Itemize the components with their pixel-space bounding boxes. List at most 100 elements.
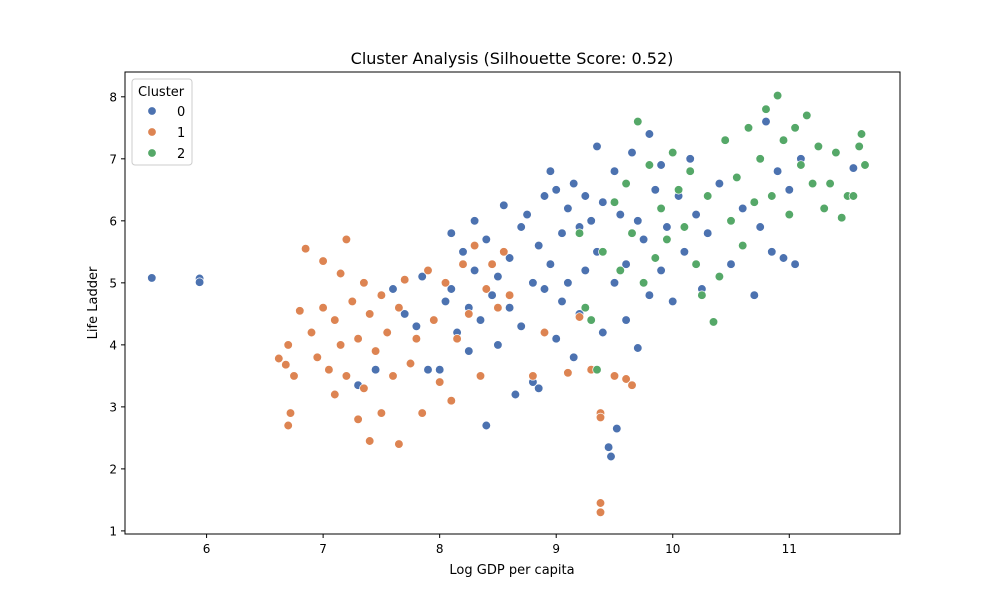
- point-cluster-0: [738, 203, 748, 214]
- point-cluster-1: [429, 315, 439, 325]
- point-cluster-0: [638, 234, 649, 245]
- x-tick-label: 8: [436, 542, 444, 556]
- point-cluster-1: [595, 498, 606, 508]
- point-cluster-0: [469, 265, 480, 276]
- point-cluster-2: [685, 166, 695, 176]
- point-cluster-0: [790, 259, 800, 269]
- point-cluster-0: [458, 247, 468, 257]
- point-cluster-2: [592, 365, 602, 375]
- x-tick-label: 11: [782, 542, 797, 556]
- point-cluster-0: [516, 321, 526, 331]
- point-cluster-2: [720, 135, 730, 145]
- point-cluster-2: [580, 303, 590, 313]
- point-cluster-1: [335, 268, 346, 279]
- point-cluster-0: [435, 365, 445, 375]
- point-cluster-2: [662, 234, 672, 245]
- point-cluster-0: [469, 216, 480, 226]
- point-cluster-2: [586, 315, 596, 325]
- point-cluster-0: [551, 334, 561, 344]
- point-cluster-0: [580, 191, 590, 201]
- point-cluster-2: [860, 160, 870, 170]
- point-cluster-1: [283, 340, 293, 350]
- point-cluster-0: [370, 365, 381, 375]
- point-cluster-2: [697, 290, 707, 300]
- point-cluster-1: [595, 507, 606, 517]
- point-cluster-2: [703, 191, 713, 201]
- point-cluster-0: [627, 147, 637, 158]
- point-cluster-1: [400, 275, 410, 285]
- point-cluster-0: [563, 203, 573, 214]
- point-cluster-0: [609, 166, 620, 176]
- point-cluster-2: [772, 90, 783, 101]
- point-cluster-0: [633, 216, 643, 226]
- point-cluster-2: [638, 278, 649, 288]
- point-cluster-1: [609, 371, 620, 381]
- point-cluster-1: [499, 247, 509, 257]
- point-cluster-0: [679, 247, 690, 257]
- point-cluster-0: [761, 116, 771, 127]
- point-cluster-0: [440, 296, 451, 307]
- point-cluster-1: [359, 383, 369, 393]
- plot-area-frame: [124, 71, 901, 535]
- point-cluster-0: [609, 278, 620, 288]
- point-cluster-0: [481, 234, 491, 245]
- point-cluster-1: [312, 352, 322, 362]
- point-cluster-2: [848, 191, 859, 201]
- point-cluster-0: [749, 290, 759, 300]
- point-cluster-0: [493, 340, 503, 350]
- legend-box: [131, 78, 193, 166]
- point-cluster-2: [644, 160, 655, 170]
- point-cluster-0: [475, 315, 486, 325]
- point-cluster-0: [194, 277, 205, 287]
- point-cluster-0: [656, 265, 666, 276]
- point-cluster-1: [353, 334, 363, 344]
- point-cluster-2: [627, 228, 637, 238]
- point-cluster-2: [673, 185, 684, 195]
- point-cluster-1: [324, 365, 334, 375]
- point-cluster-1: [493, 303, 503, 313]
- point-cluster-2: [726, 216, 736, 226]
- point-cluster-1: [411, 334, 422, 344]
- point-cluster-2: [714, 271, 725, 282]
- y-tick-label: 8: [109, 90, 117, 104]
- point-cluster-0: [557, 228, 567, 238]
- x-axis-ticks: 6 7 8 9 10 11: [203, 534, 797, 556]
- point-cluster-1: [281, 360, 291, 370]
- y-axis-ticks: 1 2 3 4 5 6 7 8: [109, 90, 125, 538]
- point-cluster-0: [848, 163, 859, 173]
- legend: Cluster 0 1 2: [131, 78, 193, 166]
- y-tick-label: 1: [109, 524, 117, 538]
- point-cluster-2: [819, 203, 829, 214]
- point-cluster-0: [493, 271, 503, 282]
- point-cluster-2: [854, 141, 864, 152]
- point-cluster-1: [330, 389, 340, 400]
- point-cluster-1: [574, 312, 585, 322]
- point-cluster-0: [563, 278, 573, 288]
- point-cluster-0: [644, 290, 655, 300]
- point-cluster-2: [679, 222, 690, 232]
- point-cluster-0: [417, 271, 427, 282]
- legend-marker-2: [147, 148, 157, 158]
- point-cluster-2: [761, 104, 771, 114]
- y-tick-label: 6: [109, 214, 117, 228]
- point-cluster-0: [557, 296, 567, 307]
- point-cluster-2: [615, 265, 625, 276]
- point-cluster-2: [656, 203, 666, 214]
- point-cluster-0: [615, 209, 625, 220]
- point-cluster-0: [621, 259, 631, 269]
- point-cluster-1: [388, 371, 398, 381]
- point-cluster-0: [534, 383, 544, 393]
- point-cluster-0: [714, 178, 725, 189]
- point-cluster-2: [778, 135, 789, 145]
- point-cluster-2: [755, 154, 765, 164]
- legend-label-0: 0: [177, 105, 185, 120]
- point-cluster-1: [481, 284, 491, 294]
- point-cluster-0: [388, 284, 398, 294]
- x-tick-label: 10: [665, 542, 680, 556]
- point-cluster-1: [353, 414, 363, 424]
- point-cluster-1: [452, 334, 462, 344]
- point-cluster-0: [668, 296, 678, 307]
- legend-title: Cluster: [138, 85, 185, 100]
- legend-label-1: 1: [177, 126, 185, 141]
- point-cluster-1: [627, 380, 637, 390]
